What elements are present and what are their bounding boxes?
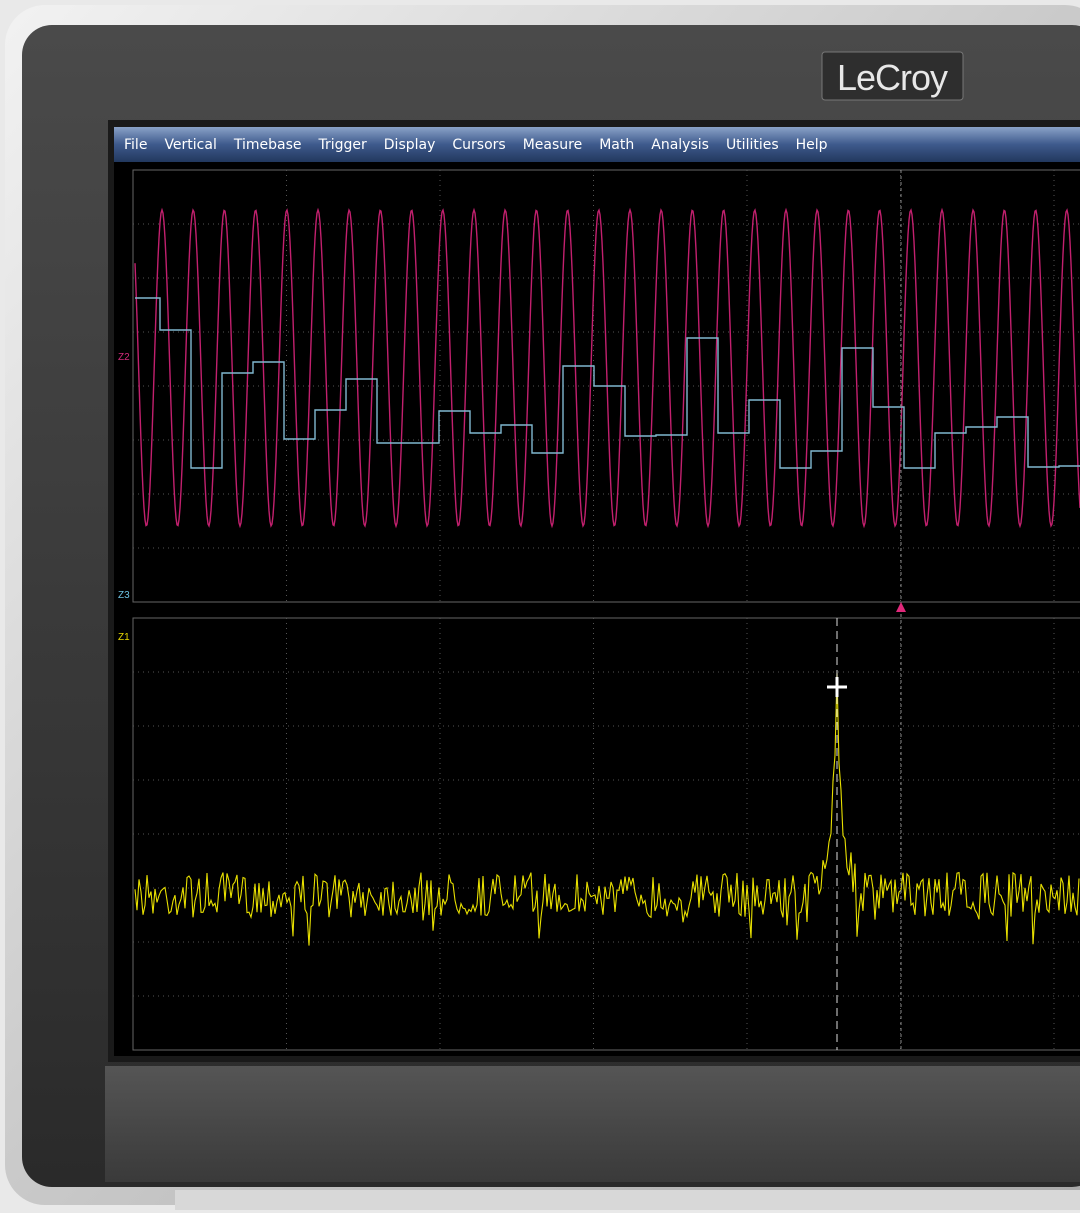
spectrum-trace: [134, 673, 1080, 946]
menu-item[interactable]: Vertical: [164, 137, 216, 153]
menu-item[interactable]: Display: [384, 137, 436, 153]
menu-item[interactable]: Utilities: [726, 137, 779, 153]
sine-trace: [134, 207, 1080, 529]
logo-plate: [821, 51, 964, 101]
menu-item[interactable]: Math: [599, 137, 634, 153]
menu-item[interactable]: Cursors: [452, 137, 505, 153]
menu-item[interactable]: Timebase: [233, 137, 302, 153]
grid: [132, 169, 1080, 1051]
menu-bar: [114, 127, 1080, 162]
menu-item[interactable]: Trigger: [317, 137, 367, 153]
menu-item[interactable]: Analysis: [651, 137, 709, 153]
brand-logo: LeCroy: [837, 57, 948, 98]
step-trace: [135, 297, 1080, 469]
menu-item[interactable]: Measure: [523, 137, 583, 153]
trace-label: Z2: [118, 352, 130, 363]
display: [114, 162, 1080, 1056]
trigger-marker: [896, 602, 906, 612]
lower-bezel: [105, 1066, 1080, 1182]
menu-item[interactable]: Help: [796, 137, 828, 153]
menu-item[interactable]: File: [124, 137, 147, 153]
trace-label: Z3: [118, 590, 130, 601]
menu: File Vertical Timebase Trigger Display Cursor…: [124, 137, 828, 153]
trace-label: Z1: [118, 632, 130, 643]
traces: [134, 170, 1080, 1050]
cursor-cross: [827, 677, 847, 697]
stand: [175, 1190, 1080, 1210]
